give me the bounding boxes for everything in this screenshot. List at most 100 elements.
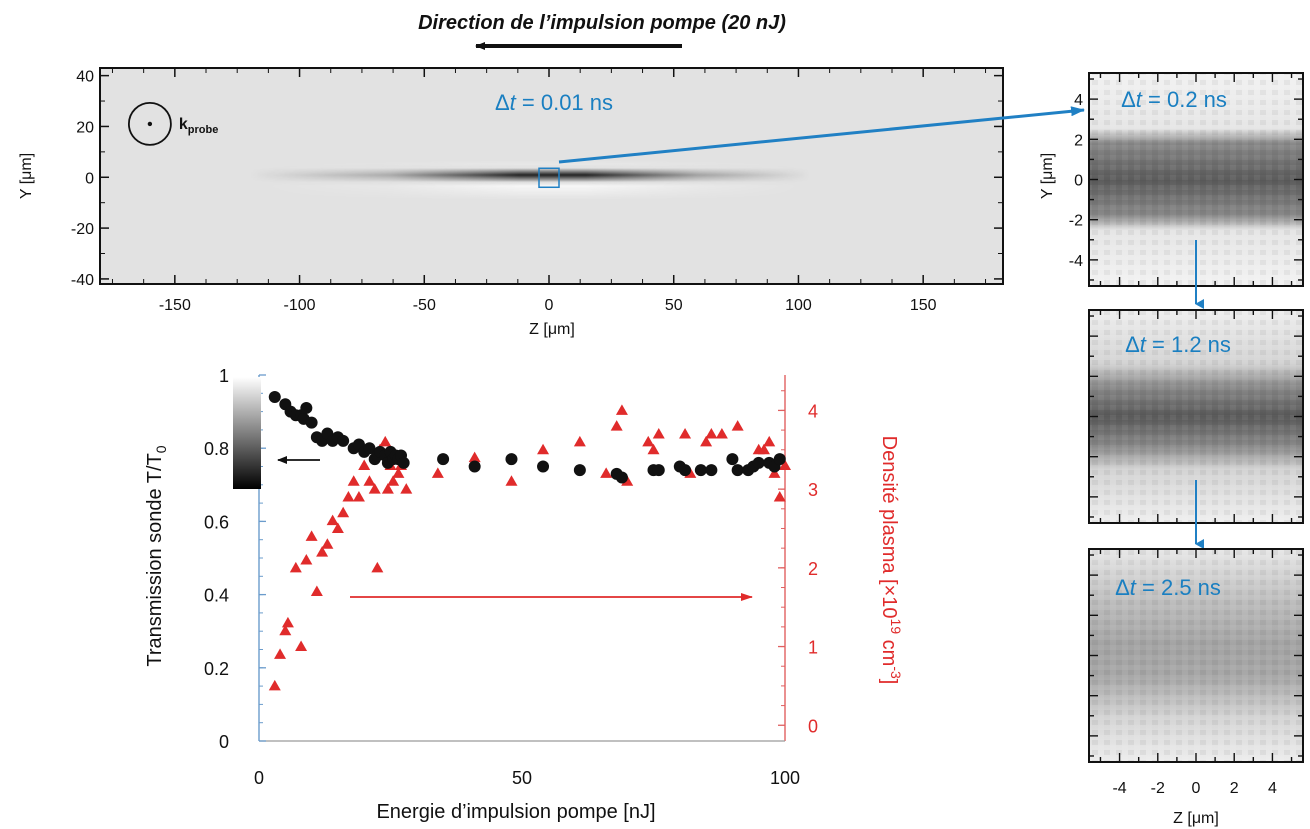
panel-a-xticklabel: -100: [284, 297, 316, 314]
panel-a-xticklabel: 50: [665, 297, 683, 314]
transmission-point: [300, 401, 313, 414]
zoom-panel-3-xticklabels: -4 -2 0 2 4: [1112, 780, 1277, 797]
density-point: [573, 435, 586, 447]
density-point: [763, 435, 776, 447]
zoom-panel-1-yticklabel: -2: [1069, 213, 1083, 230]
left-yticklabel: 1: [219, 366, 229, 386]
left-yticklabels: 1 0.8 0.6 0.4 0.2 0: [204, 366, 229, 752]
zoom-panel-1-yticklabels: 4 2 0 -2 -4: [1069, 92, 1083, 270]
header-title: Direction de l’impulsion pompe (20 nJ): [418, 12, 786, 34]
scatter-xlabel: Energie d’impulsion pompe [nJ]: [376, 801, 655, 823]
density-point: [468, 451, 481, 463]
transmission-point: [752, 456, 765, 469]
left-yticklabel: 0.8: [204, 439, 229, 459]
density-point: [652, 428, 665, 439]
density-point: [358, 459, 371, 471]
zoom-panel-2-ticks: [1089, 310, 1303, 523]
density-point: [400, 483, 413, 494]
transmission-series: [268, 390, 786, 484]
density-point: [321, 538, 334, 549]
transmission-point: [397, 456, 410, 469]
panel-a-ticks: [100, 68, 1003, 284]
panel-a-xticklabel: 150: [910, 297, 937, 314]
panel-a-xticklabel: 100: [785, 297, 812, 314]
density-point: [757, 443, 770, 455]
transmission-point: [537, 460, 550, 473]
zoom-panel-3-ticks: [1089, 549, 1303, 762]
zoom-panel-2-dt-label: Δt = 1.2 ns: [1125, 332, 1231, 357]
density-point: [310, 585, 323, 596]
density-point: [305, 530, 318, 541]
left-yticklabel: 0.4: [204, 586, 229, 606]
density-point: [371, 561, 384, 573]
scatter-ylabel: Transmission sonde T/T0: [144, 445, 169, 666]
density-point: [295, 640, 308, 652]
density-point: [352, 491, 365, 502]
bottom-xticklabel: 50: [512, 768, 532, 788]
zoom-panel-3-xticklabel: -2: [1151, 780, 1165, 797]
zoom-panel-2: Δt = 1.2 ns: [1088, 309, 1304, 524]
right-yticklabel: 4: [808, 401, 818, 421]
density-point: [615, 404, 628, 415]
density-point: [379, 435, 392, 447]
left-yticklabel: 0.6: [204, 512, 229, 532]
zoom-panel-3: Δt = 2.5 ns -4 -2 0 2 4 Z [μm]: [1088, 548, 1304, 827]
zoom-region-box: [538, 167, 560, 189]
density-point: [679, 428, 692, 439]
density-point: [610, 420, 623, 431]
scatter-panel: 1 0.8 0.6 0.4 0.2 0 4 3 2 1 0 0 50 100 Energie d’im…: [144, 366, 904, 823]
transmission-point: [773, 453, 786, 466]
density-point: [279, 624, 292, 636]
zoom-panel-1-dt-label: Δt = 0.2 ns: [1121, 87, 1227, 112]
panel-a-beam: [250, 160, 810, 200]
density-point: [731, 420, 744, 431]
density-point: [505, 475, 518, 486]
density-point: [368, 483, 381, 494]
panel-a-xlabel: Z [μm]: [529, 321, 575, 338]
panel-a-yticklabel: -20: [71, 221, 94, 238]
density-point: [381, 483, 394, 494]
density-point: [621, 475, 634, 486]
transmission-point: [731, 464, 744, 477]
right-yticklabel: 1: [808, 638, 818, 658]
left-yticklabel: 0: [219, 732, 229, 752]
transmission-point: [694, 464, 707, 477]
transmission-point: [437, 453, 450, 466]
k-probe-dot: [147, 121, 153, 127]
zoom-panel-1-ticks: [1089, 73, 1303, 286]
density-point: [392, 467, 405, 478]
transmission-point: [652, 464, 665, 477]
left-yticklabel: 0.2: [204, 659, 229, 679]
panel-a: kprobe Δt = 0.01 ns -150 -100 -50 0 50 100 150…: [18, 67, 1085, 338]
zoom-panel-1-ylabel: Y [μm]: [1039, 153, 1056, 199]
transmission-point: [679, 464, 692, 477]
density-point: [347, 475, 360, 486]
bottom-xticklabel: 100: [770, 768, 800, 788]
density-point: [326, 514, 339, 526]
zoom-panel-1-yticklabel: 0: [1074, 173, 1083, 190]
transmission-point: [337, 434, 350, 447]
transmission-point: [363, 442, 376, 455]
panel-a-frame: [99, 67, 1004, 285]
panel-a-yticklabel: 0: [85, 170, 94, 187]
transmission-point: [468, 460, 481, 473]
density-point: [316, 546, 329, 557]
density-point: [715, 428, 728, 439]
density-point: [387, 475, 400, 486]
zoom-panel-3-xticklabel: -4: [1112, 780, 1126, 797]
density-point: [342, 491, 355, 502]
colorbar: [233, 377, 261, 489]
density-point: [773, 491, 786, 502]
density-point: [600, 467, 613, 478]
scatter-ticks: [259, 374, 785, 742]
density-point: [700, 435, 713, 447]
k-probe-circle: [127, 102, 172, 146]
density-point: [431, 467, 444, 478]
k-probe-label: kprobe: [179, 116, 218, 136]
density-point: [642, 435, 655, 447]
density-point: [300, 553, 313, 565]
panel-a-yticklabels: 40 20 0 -20 -40: [71, 69, 94, 289]
panel-a-xticklabel: -50: [413, 297, 436, 314]
panel-a-ylabel: Y [μm]: [18, 153, 35, 199]
